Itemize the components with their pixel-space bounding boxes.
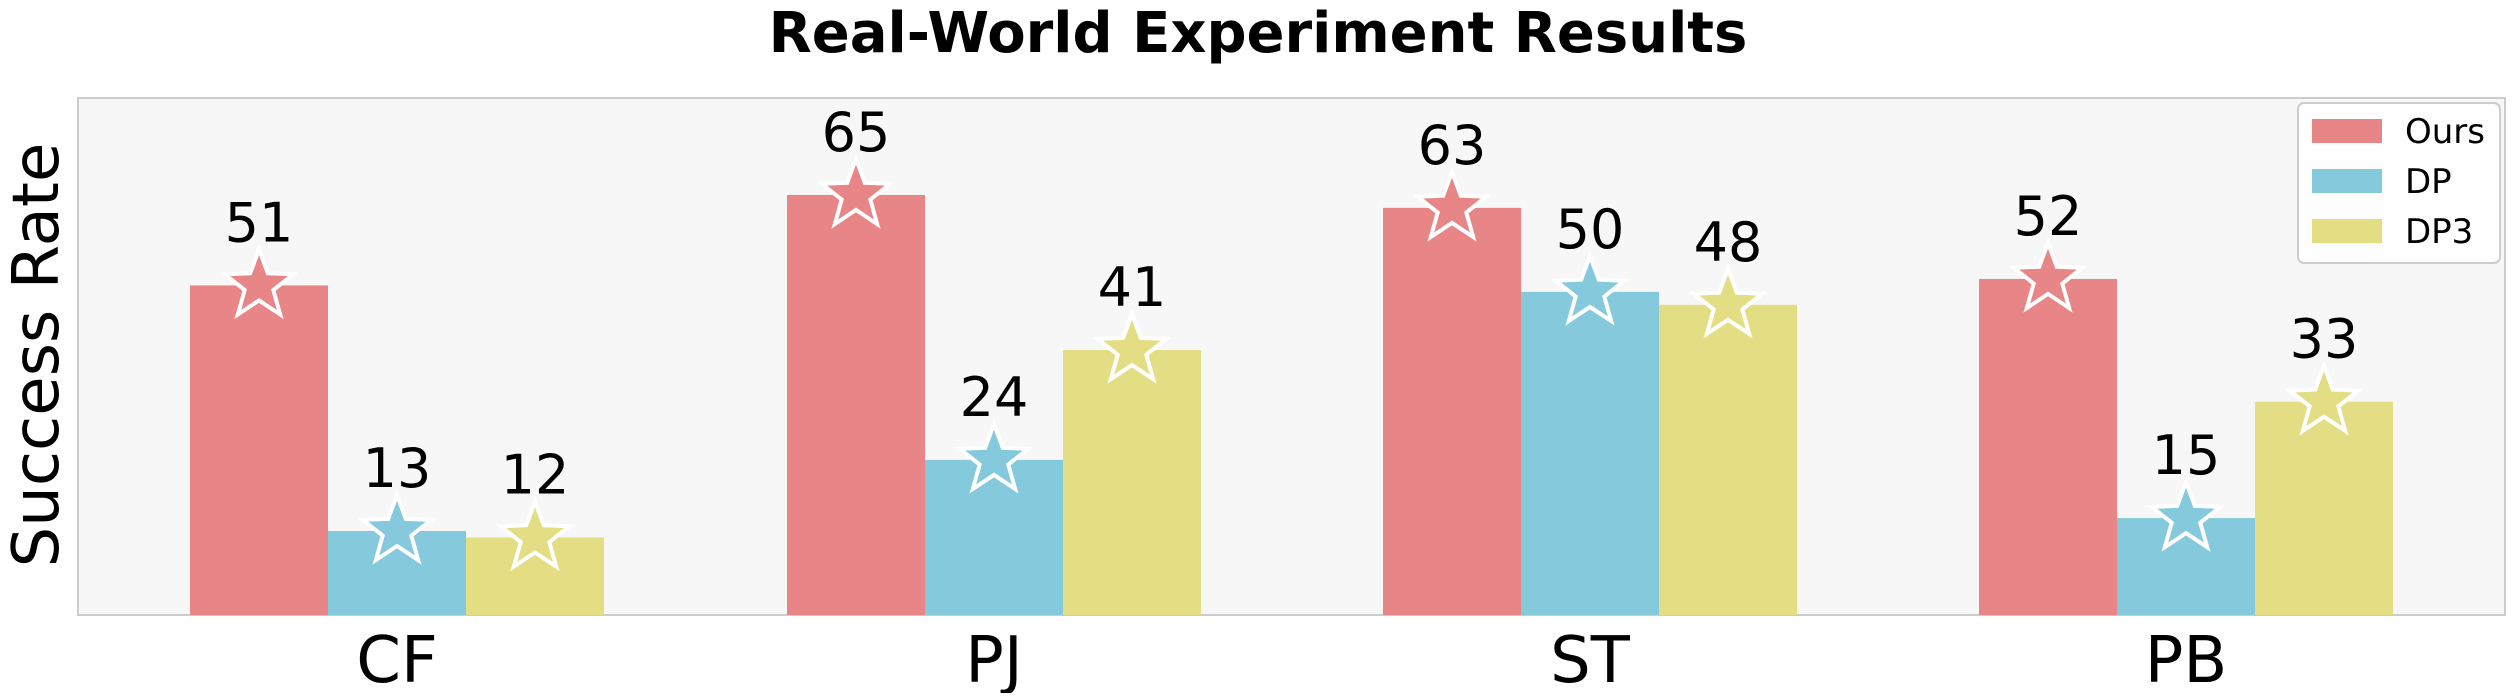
bar-dp-pj (925, 459, 1063, 615)
bar-dp3-pb (2255, 401, 2393, 615)
x-tick-label-pb: PB (2145, 624, 2228, 693)
star-marker-dp3-cf (495, 495, 575, 572)
data-label-dp-pj: 24 (960, 366, 1029, 429)
star-marker-dp-st (1550, 250, 1630, 326)
y-axis-label: Success Rate (0, 143, 74, 568)
legend-swatch-dp (2312, 169, 2382, 193)
data-label-dp3-pj: 41 (1098, 256, 1167, 319)
star-marker-dp3-pj (1092, 308, 1172, 384)
star-marker-ours-cf (219, 243, 299, 320)
star-marker-dp3-st (1688, 263, 1768, 339)
bar-dp-st (1521, 291, 1659, 615)
data-label-dp-pb: 15 (2152, 424, 2221, 487)
data-label-dp3-pb: 33 (2290, 308, 2359, 371)
data-label-ours-pb: 52 (2014, 185, 2083, 248)
data-label-dp-cf: 13 (363, 437, 432, 500)
legend-label-ours: Ours (2405, 112, 2485, 152)
x-tick-label-st: ST (1550, 624, 1631, 693)
bar-dp3-pj (1063, 350, 1201, 615)
bar-dp3-st (1659, 304, 1797, 615)
star-marker-dp-cf (357, 489, 437, 565)
data-label-dp3-st: 48 (1694, 211, 1763, 274)
bar-ours-cf (190, 285, 328, 615)
data-label-ours-cf: 51 (225, 191, 294, 254)
star-marker-dp-pb (2146, 476, 2226, 552)
star-marker-dp3-pb (2284, 359, 2364, 436)
x-tick-label-pj: PJ (965, 624, 1022, 693)
legend-label-dp: DP (2405, 162, 2452, 202)
star-marker-ours-pj (816, 153, 896, 229)
data-label-ours-st: 63 (1418, 114, 1487, 177)
legend: Ours DP DP3 (2297, 102, 2501, 264)
bar-ours-pb (1979, 278, 2117, 615)
data-label-dp-st: 50 (1556, 198, 1625, 261)
data-label-ours-pj: 65 (822, 101, 891, 164)
legend-swatch-ours (2312, 119, 2382, 143)
chart-title: Real-World Experiment Results (769, 1, 1748, 66)
legend-label-dp3: DP3 (2405, 212, 2473, 252)
data-label-dp3-cf: 12 (501, 443, 570, 506)
bar-ours-st (1383, 207, 1521, 616)
x-tick-label-cf: CF (356, 624, 438, 693)
star-marker-ours-st (1412, 166, 1492, 242)
legend-swatch-dp3 (2312, 219, 2382, 243)
star-marker-dp-pj (954, 418, 1034, 494)
star-marker-ours-pb (2008, 237, 2088, 313)
bar-ours-pj (787, 194, 925, 615)
